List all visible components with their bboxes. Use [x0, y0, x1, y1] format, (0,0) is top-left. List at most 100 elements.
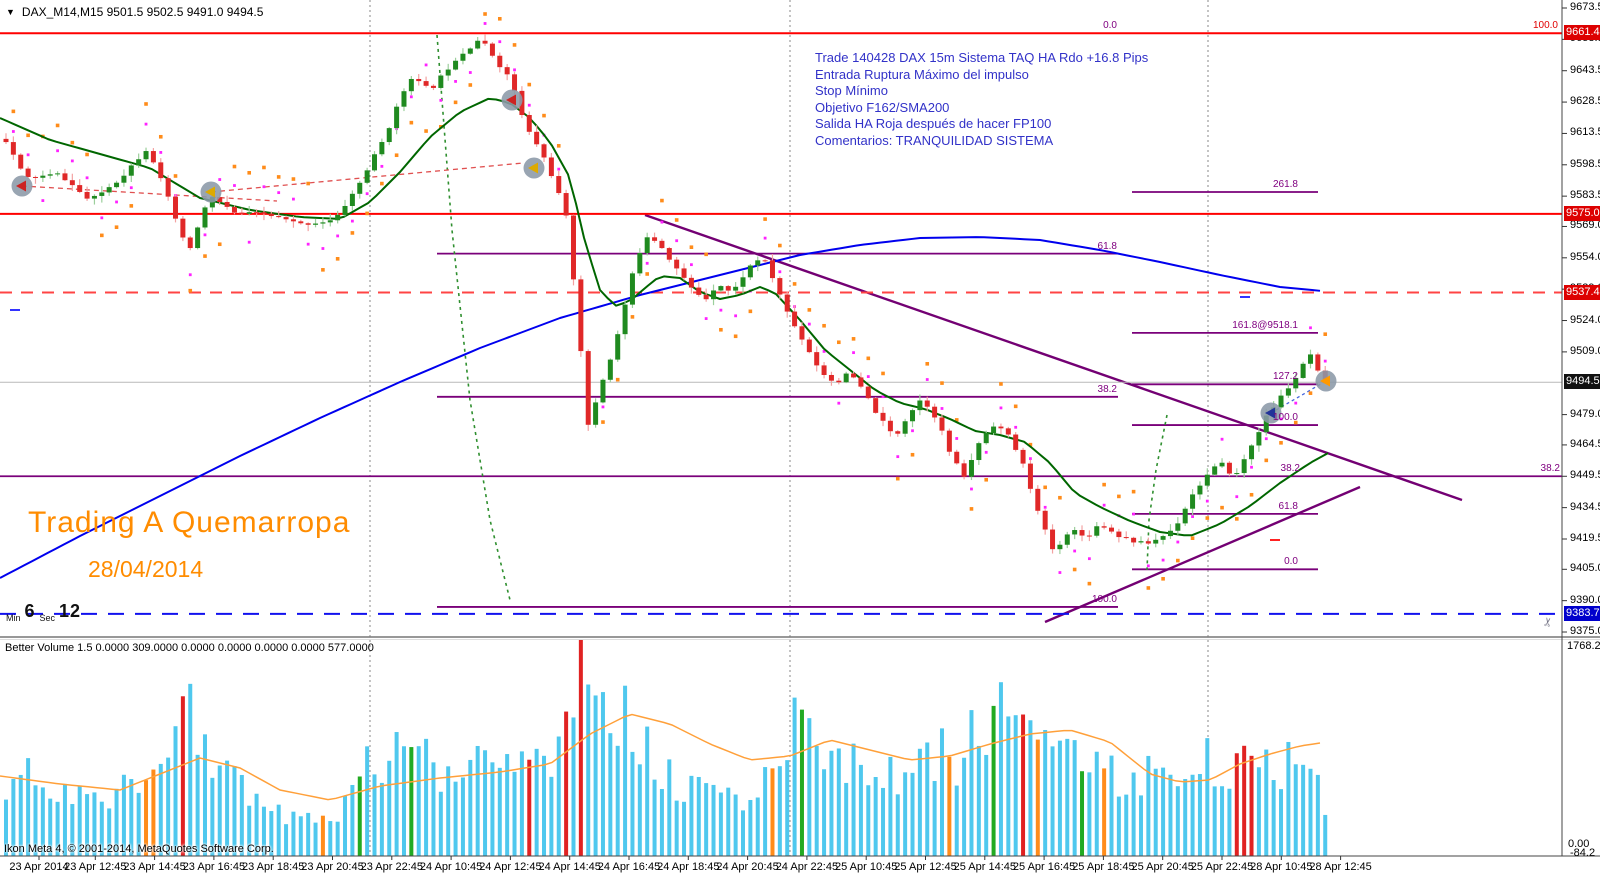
volume-bar	[1212, 786, 1217, 856]
candle-body	[364, 170, 370, 183]
volume-bar	[1256, 767, 1261, 856]
price-tick-label: 9479.0	[1570, 407, 1600, 420]
candle-body	[1138, 541, 1144, 543]
volume-bar	[932, 780, 937, 856]
time-axis-label: 25 Apr 12:45	[894, 861, 957, 873]
volume-bar	[55, 801, 60, 856]
volume-bar	[1153, 768, 1158, 856]
candle-body	[887, 420, 893, 432]
volume-bar	[1220, 786, 1225, 856]
candle-body	[711, 290, 717, 300]
volume-bar	[542, 755, 547, 856]
volume-bar	[114, 788, 119, 856]
candle-body	[666, 248, 672, 260]
volume-bar	[1080, 771, 1085, 856]
candle-body	[932, 406, 938, 418]
price-badge: 9575.0	[1564, 205, 1600, 221]
volume-bar	[173, 726, 178, 856]
volume-bar	[291, 811, 296, 856]
candle-body	[136, 159, 142, 166]
candle-body	[1020, 449, 1026, 464]
candle-body	[77, 185, 83, 192]
time-axis-label: 25 Apr 16:45	[1012, 861, 1076, 873]
candle-body	[688, 277, 694, 288]
fib-level-label: 0.0	[1284, 556, 1298, 568]
fib-level-label: 61.8	[1278, 500, 1298, 512]
candle-body	[718, 286, 724, 291]
candle-body	[1234, 473, 1240, 475]
fib-level-label: 161.8@9518.1	[1232, 319, 1298, 331]
volume-bar	[534, 748, 539, 856]
volume-bar	[1072, 740, 1077, 856]
volume-bar	[1124, 794, 1129, 856]
time-axis-label: 24 Apr 20:45	[716, 861, 779, 873]
volume-bar	[460, 777, 465, 856]
fib-level-label: 261.8	[1272, 178, 1298, 190]
candle-body	[121, 175, 127, 183]
volume-bar	[667, 759, 672, 856]
candle-body	[261, 212, 267, 214]
volume-bar	[741, 810, 745, 856]
volume-bar	[1323, 814, 1328, 856]
candle-body	[290, 219, 296, 222]
candle-body	[268, 213, 274, 217]
volume-bar	[549, 776, 554, 856]
candle-body	[1079, 530, 1085, 536]
volume-bar	[335, 821, 340, 856]
volume-bar	[1301, 764, 1306, 856]
volume-bar	[733, 794, 738, 856]
volume-bar	[770, 768, 775, 856]
volume-bar	[446, 766, 451, 856]
price-tick-label: 9509.0	[1570, 344, 1600, 357]
time-axis-label: 24 Apr 18:45	[657, 861, 720, 873]
candle-body	[1064, 534, 1070, 545]
time-axis-label: 23 Apr 2014	[9, 861, 69, 873]
volume-bar	[431, 762, 436, 856]
fib-level-label: 0.0	[1103, 20, 1117, 32]
candle-body	[725, 286, 731, 291]
candle-body	[180, 218, 186, 238]
price-tick-label: 9464.5	[1570, 437, 1600, 450]
candle-body	[1116, 531, 1122, 538]
fast-ma-line	[0, 97, 1329, 537]
candle-body	[386, 128, 392, 143]
candle-body	[55, 173, 61, 175]
watermark-date: 28/04/2014	[88, 556, 204, 582]
candle-body	[821, 365, 827, 375]
candle-body	[644, 237, 650, 254]
volume-bar	[1286, 741, 1291, 856]
candle-body	[1256, 432, 1262, 446]
price-tick-label: 9673.5	[1570, 1, 1600, 13]
volume-bar	[490, 762, 495, 856]
volume-bar	[1035, 739, 1040, 856]
candle-body	[467, 48, 473, 54]
volume-bar	[755, 797, 760, 856]
candle-body	[32, 176, 38, 178]
candle-body	[1109, 527, 1114, 532]
volume-bar	[777, 766, 782, 856]
volume-bar	[726, 787, 731, 856]
candle-body	[305, 223, 311, 225]
timer-sec-value: 12	[59, 601, 82, 621]
price-badge: 9537.4	[1564, 284, 1600, 300]
platform-copyright: Ikon Meta 4, © 2001-2014, MetaQuotes Sof…	[4, 843, 274, 855]
price-tick-label: 9583.5	[1570, 189, 1600, 202]
volume-bar	[829, 750, 834, 856]
volume-bar	[1264, 749, 1269, 856]
volume-bar	[571, 717, 576, 856]
candle-body	[1219, 462, 1225, 467]
volume-bar	[689, 775, 694, 856]
volume-bar	[1116, 796, 1121, 856]
candle-body	[1027, 463, 1033, 489]
symbol-dropdown-icon[interactable]: ▼	[6, 7, 15, 17]
candle-body	[165, 178, 171, 197]
candle-body	[335, 214, 341, 221]
candle-body	[1160, 536, 1166, 540]
volume-bar	[1249, 755, 1254, 856]
volume-bar	[1190, 774, 1195, 856]
candle-body	[828, 374, 834, 381]
volume-bar	[4, 799, 8, 856]
volume-bar	[984, 754, 989, 856]
volume-bar	[151, 769, 156, 856]
